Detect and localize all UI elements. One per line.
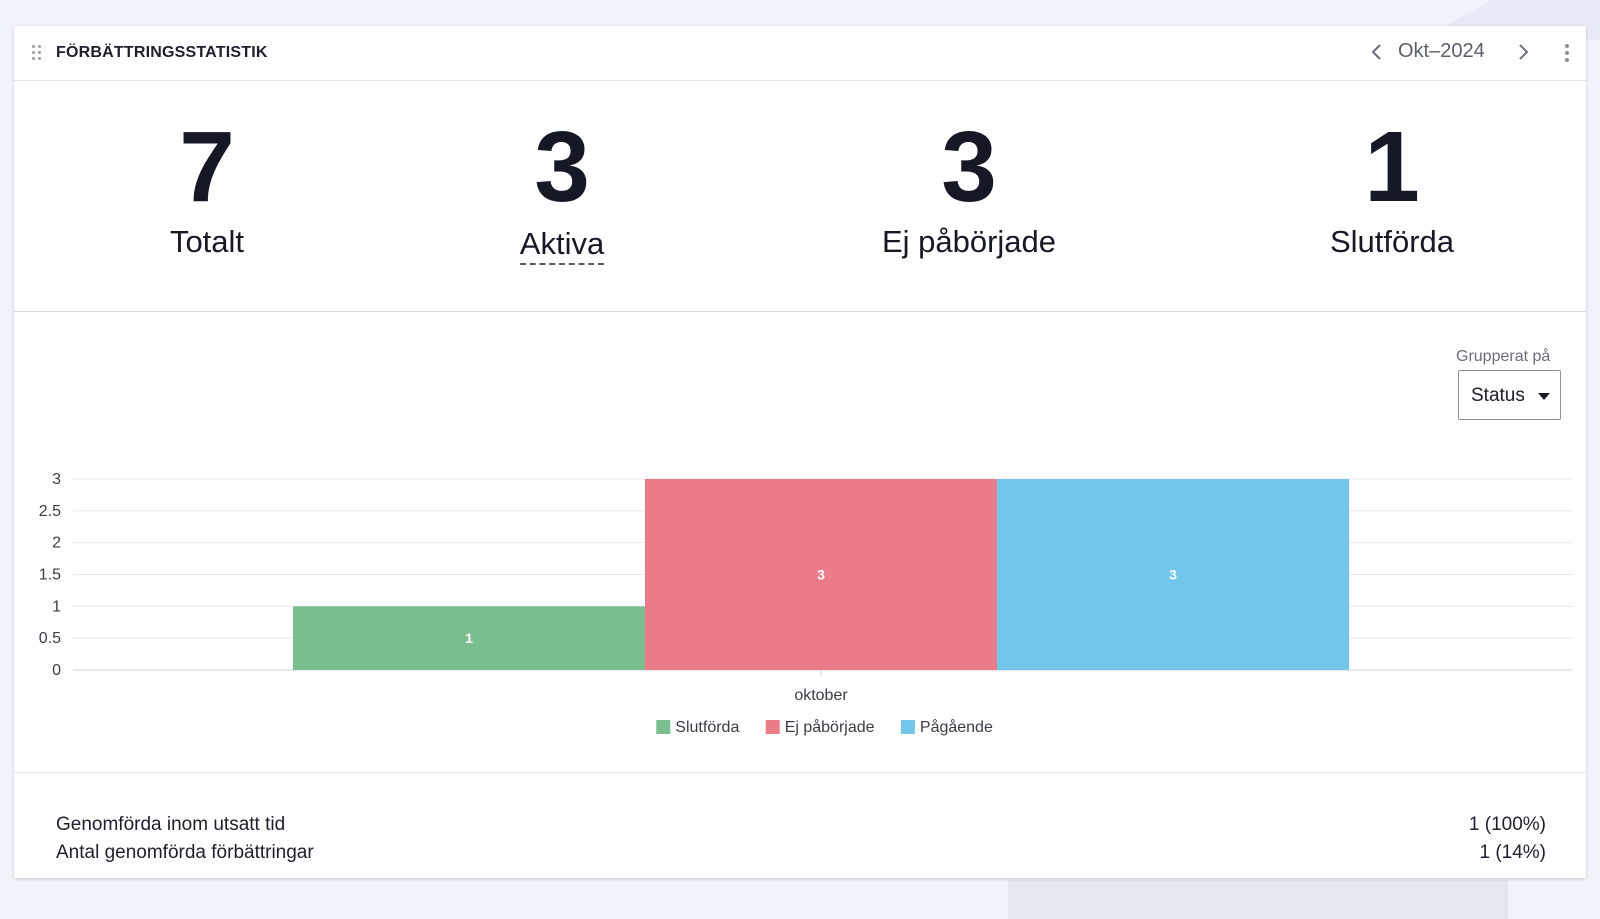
y-tick-label: 0 xyxy=(52,662,61,679)
legend-label: Ej påbörjade xyxy=(785,718,875,736)
previous-period-button[interactable] xyxy=(1365,40,1389,64)
widget-title: FÖRBÄTTRINGSSTATISTIK xyxy=(56,44,268,61)
kpi-value: 3 xyxy=(534,111,590,223)
x-tick-label: oktober xyxy=(794,687,848,704)
y-tick-label: 1 xyxy=(52,598,61,615)
next-period-button[interactable] xyxy=(1511,40,1535,64)
bar xyxy=(645,479,997,670)
bar-data-label: 3 xyxy=(817,567,825,583)
summary-value: 1 (100%) xyxy=(1468,814,1546,835)
kpi-value: 3 xyxy=(941,111,997,223)
period-label: Okt–2024 xyxy=(1398,40,1485,62)
chevron-left-icon xyxy=(1371,44,1381,60)
y-tick-label: 0.5 xyxy=(39,630,61,647)
kpi-value: 1 xyxy=(1364,111,1420,223)
chevron-right-icon xyxy=(1519,44,1529,60)
bar-chart: 0 0.5 1 1.5 2 2.5 3 1 3 3 oktober Slutförda Ej påbör… xyxy=(39,471,1572,736)
kpi-row: 7 Totalt 3 Aktiva 3 Ej påbörjade 1 Slutf… xyxy=(14,81,1586,312)
y-tick-label: 2 xyxy=(52,535,61,552)
legend-swatch xyxy=(765,720,780,734)
widget-header: FÖRBÄTTRINGSSTATISTIK Okt–2024 xyxy=(14,26,1586,81)
legend-label: Pågående xyxy=(920,718,993,736)
summary-label: Genomförda inom utsatt tid xyxy=(56,814,286,835)
y-tick-label: 1.5 xyxy=(39,567,61,584)
summary-footer: Genomförda inom utsatt tid 1 (100%) Anta… xyxy=(14,774,1586,878)
summary-label: Antal genomförda förbättringar xyxy=(56,842,314,863)
drag-handle-icon[interactable] xyxy=(32,45,42,61)
grouping-select[interactable]: Status xyxy=(1458,370,1561,420)
legend-swatch xyxy=(900,720,915,734)
bar xyxy=(293,606,645,670)
chart-section: Grupperat på Status 0 0.5 1 1.5 2 2.5 3 1 3 3 okto… xyxy=(14,312,1586,773)
background-decoration xyxy=(1008,880,1508,919)
y-tick-label: 2.5 xyxy=(39,503,61,520)
more-options-icon[interactable] xyxy=(1561,42,1573,64)
kpi-label-wrapper: Aktiva xyxy=(412,226,712,265)
grouping-label: Grupperat på xyxy=(1456,348,1551,365)
kpi-active-link[interactable]: Aktiva xyxy=(519,226,605,265)
bar-data-label: 3 xyxy=(1169,567,1177,583)
y-tick-label: 3 xyxy=(52,471,61,488)
summary-row: Genomförda inom utsatt tid 1 (100%) xyxy=(56,814,1546,838)
kpi-label: Slutförda xyxy=(1329,224,1455,259)
summary-value: 1 (14%) xyxy=(1479,842,1546,863)
kpi-value: 7 xyxy=(179,111,235,223)
summary-row: Antal genomförda förbättringar 1 (14%) xyxy=(56,842,1546,866)
caret-down-icon xyxy=(1538,393,1550,400)
legend-label: Slutförda xyxy=(675,719,739,736)
legend-swatch xyxy=(656,720,671,734)
kpi-label: Ej påbörjade xyxy=(881,224,1057,259)
kpi-label: Totalt xyxy=(169,224,245,259)
bar-data-label: 1 xyxy=(465,630,473,646)
bar xyxy=(997,479,1349,670)
grouping-selected-value: Status xyxy=(1471,385,1525,406)
statistics-widget: FÖRBÄTTRINGSSTATISTIK Okt–2024 7 Totalt … xyxy=(14,26,1586,878)
